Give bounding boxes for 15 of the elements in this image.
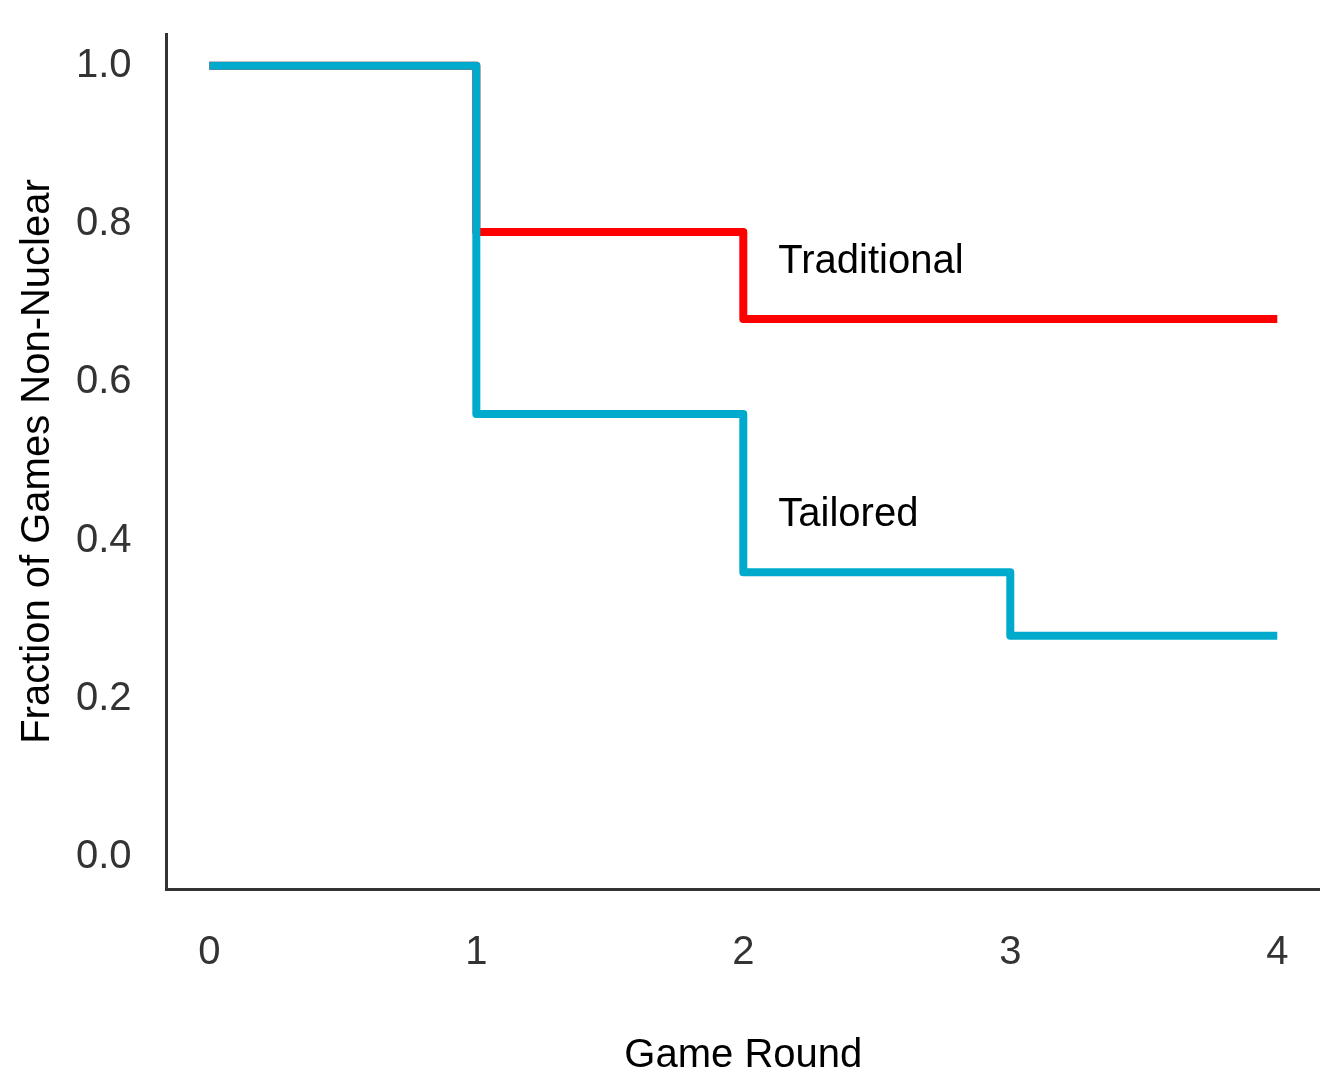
x-tick-label: 4 [1266, 928, 1289, 973]
y-tick-label: 0.0 [76, 832, 132, 877]
y-tick-label: 1.0 [76, 40, 132, 85]
y-axis-title: Fraction of Games Non-Nuclear [13, 179, 58, 744]
x-tick-label: 1 [465, 928, 488, 973]
y-tick-label: 0.4 [76, 515, 132, 560]
x-tick-label: 2 [732, 928, 755, 973]
x-axis-title: Game Round [624, 1031, 863, 1076]
x-tick-label: 3 [999, 928, 1022, 973]
series-label: Traditional [778, 237, 964, 282]
y-tick-label: 0.2 [76, 674, 132, 719]
series-label: Tailored [778, 490, 919, 535]
y-tick-label: 0.8 [76, 199, 132, 244]
x-tick-label: 0 [198, 928, 221, 973]
y-tick-label: 0.6 [76, 357, 132, 402]
